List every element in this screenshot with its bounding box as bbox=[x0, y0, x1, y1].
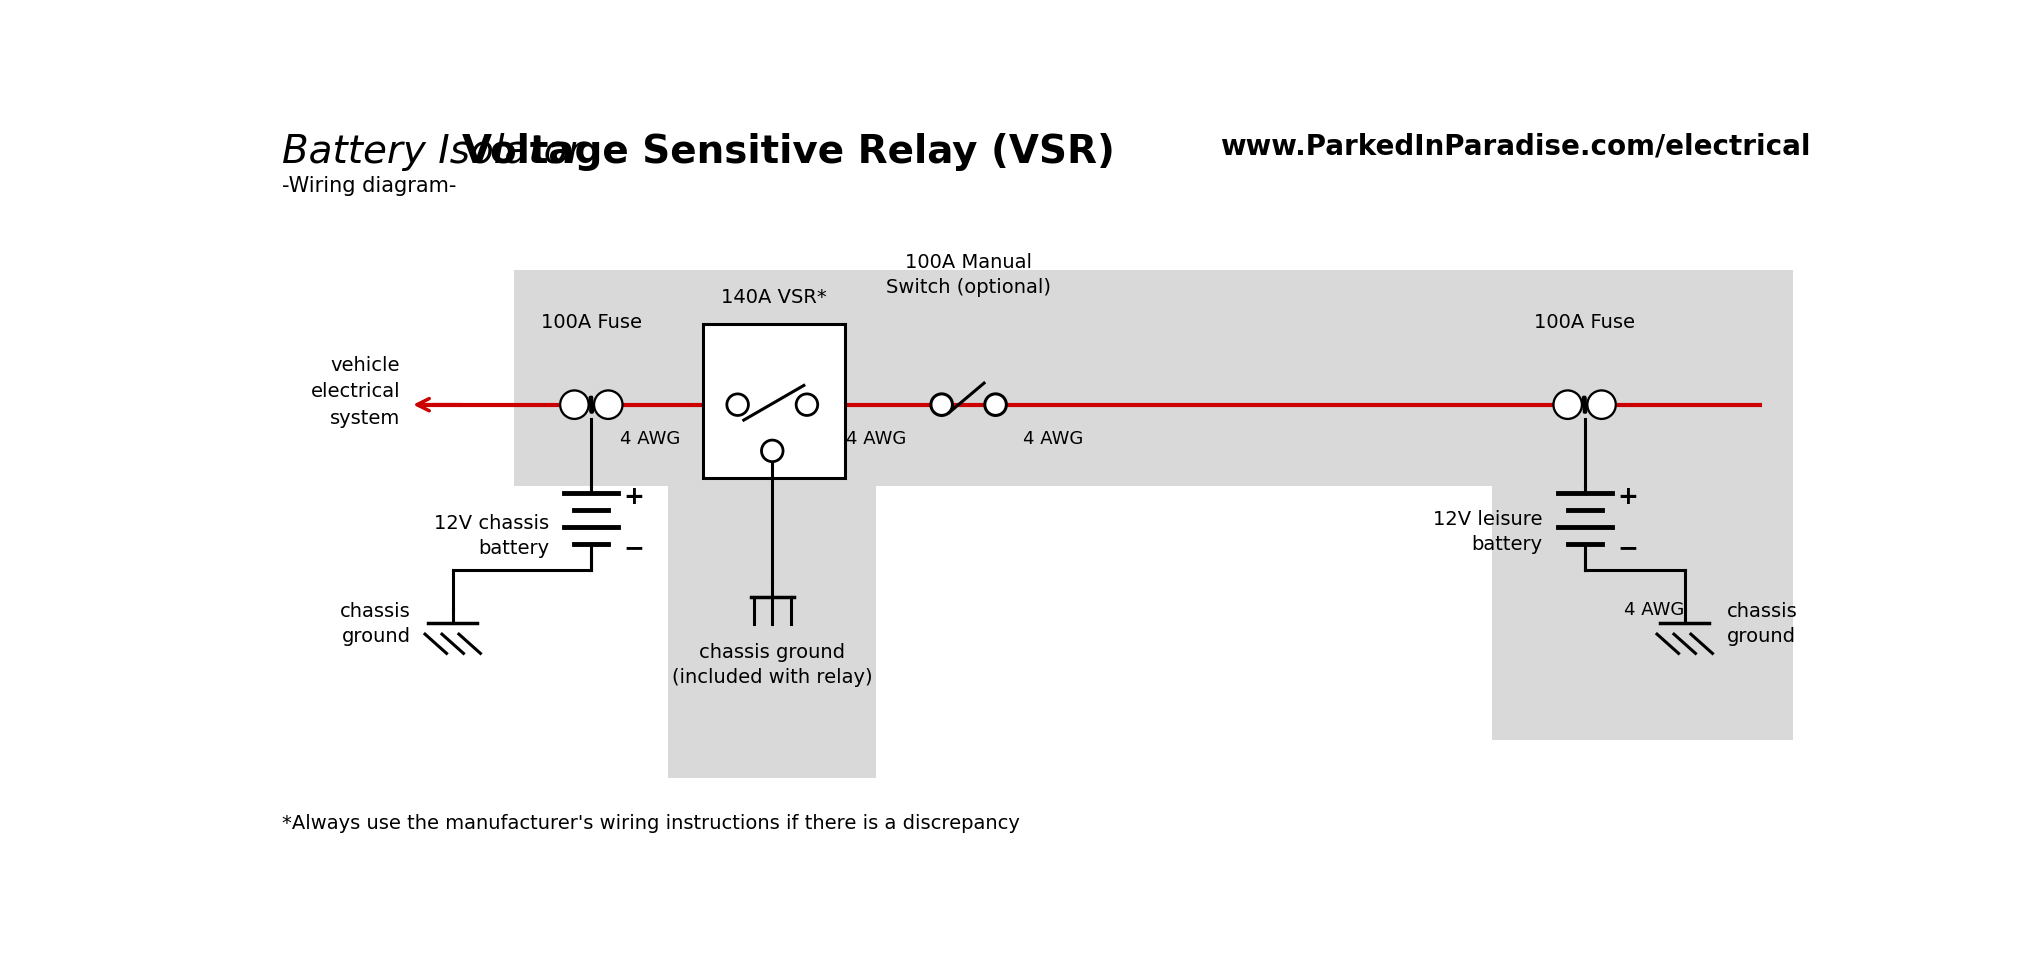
Bar bbox=[702, 324, 845, 478]
Circle shape bbox=[931, 394, 953, 415]
Text: +: + bbox=[625, 485, 645, 509]
Circle shape bbox=[596, 391, 620, 417]
Circle shape bbox=[1588, 391, 1614, 418]
Text: 4 AWG: 4 AWG bbox=[620, 430, 682, 448]
Circle shape bbox=[1588, 391, 1614, 417]
Text: chassis
ground: chassis ground bbox=[1727, 602, 1798, 646]
Circle shape bbox=[594, 391, 623, 418]
Text: 140A VSR*: 140A VSR* bbox=[720, 288, 827, 307]
Text: −: − bbox=[1616, 536, 1639, 560]
Circle shape bbox=[561, 391, 588, 418]
Circle shape bbox=[1555, 391, 1582, 417]
Text: 4 AWG: 4 AWG bbox=[1625, 601, 1684, 619]
Text: +: + bbox=[1616, 485, 1637, 509]
Text: 4 AWG: 4 AWG bbox=[1023, 430, 1084, 448]
Circle shape bbox=[986, 394, 1006, 415]
Text: -Wiring diagram-: -Wiring diagram- bbox=[282, 176, 455, 196]
Text: *Always use the manufacturer's wiring instructions if there is a discrepancy: *Always use the manufacturer's wiring in… bbox=[282, 813, 1020, 833]
Circle shape bbox=[561, 391, 588, 417]
Circle shape bbox=[727, 394, 749, 415]
Text: Voltage Sensitive Relay (VSR): Voltage Sensitive Relay (VSR) bbox=[461, 133, 1114, 171]
Circle shape bbox=[761, 440, 784, 462]
Text: chassis
ground: chassis ground bbox=[339, 602, 410, 646]
Text: 100A Fuse: 100A Fuse bbox=[541, 313, 641, 331]
Text: −: − bbox=[625, 536, 645, 560]
Circle shape bbox=[796, 394, 818, 415]
Text: 100A Fuse: 100A Fuse bbox=[1535, 313, 1635, 331]
Text: 12V chassis
battery: 12V chassis battery bbox=[435, 514, 549, 557]
Text: vehicle
electrical
system: vehicle electrical system bbox=[310, 355, 400, 428]
Text: 4 AWG: 4 AWG bbox=[847, 430, 906, 448]
Text: Battery Isolator: Battery Isolator bbox=[282, 133, 584, 171]
Text: chassis ground
(included with relay): chassis ground (included with relay) bbox=[671, 643, 874, 688]
Polygon shape bbox=[514, 270, 1792, 779]
Text: 100A Manual
Switch (optional): 100A Manual Switch (optional) bbox=[886, 253, 1051, 297]
Text: www.ParkedInParadise.com/electrical: www.ParkedInParadise.com/electrical bbox=[1221, 133, 1810, 161]
Text: 12V leisure
battery: 12V leisure battery bbox=[1433, 510, 1543, 554]
Circle shape bbox=[1553, 391, 1582, 418]
